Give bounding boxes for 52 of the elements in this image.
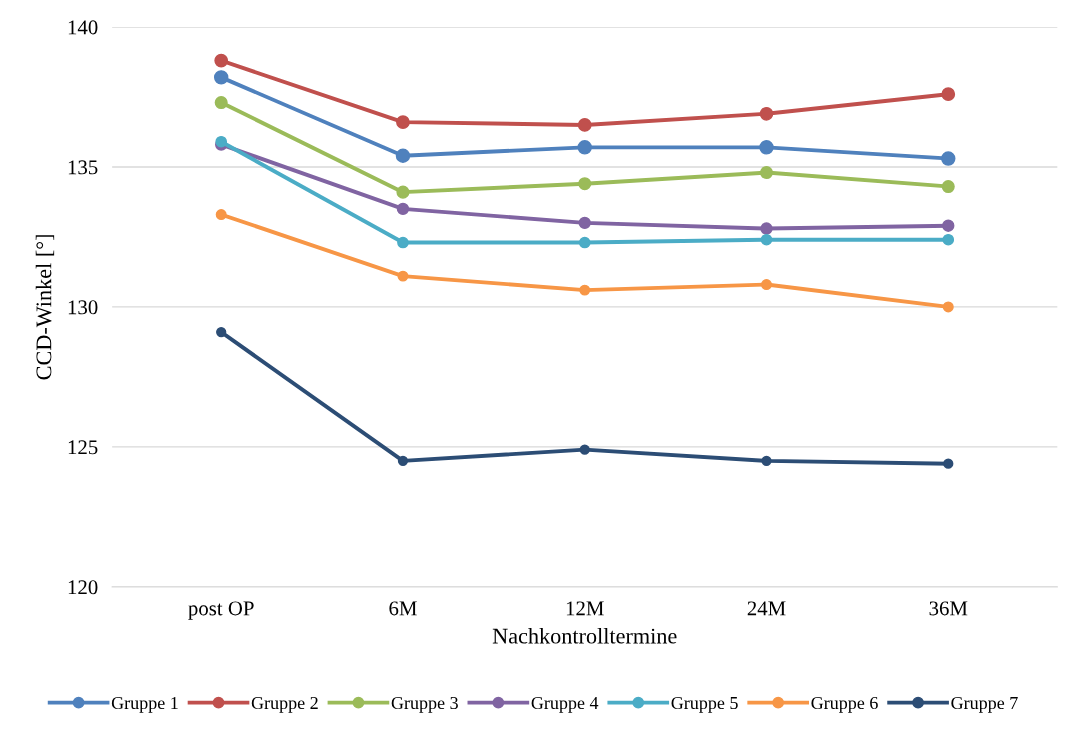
y-tick-label: 130 — [68, 300, 98, 315]
x-tick-label: 24M — [747, 601, 786, 616]
point — [577, 140, 592, 155]
point — [578, 177, 592, 191]
legend-label: Gruppe 5 — [671, 696, 738, 713]
point — [396, 115, 410, 130]
point — [943, 458, 954, 469]
point — [579, 444, 590, 455]
point — [396, 202, 410, 216]
point — [579, 284, 591, 296]
x-tick-label: 12M — [566, 601, 604, 616]
point — [578, 236, 591, 249]
point — [942, 301, 954, 313]
point — [759, 140, 774, 155]
legend-label: Gruppe 2 — [251, 696, 318, 713]
point — [396, 185, 410, 199]
point — [759, 106, 774, 121]
point — [215, 209, 227, 221]
y-tick-label: 125 — [68, 440, 98, 455]
legend-label: Gruppe 1 — [111, 696, 178, 713]
point — [216, 326, 227, 338]
point — [213, 70, 229, 85]
point — [942, 233, 955, 246]
point — [760, 222, 773, 235]
point — [397, 236, 409, 249]
y-axis-title: CCD-Winkel [°] — [35, 235, 55, 380]
y-tick-label: 120 — [68, 580, 98, 595]
x-tick-label: 36M — [929, 601, 968, 616]
point — [214, 96, 228, 110]
point — [760, 233, 773, 246]
point — [942, 219, 955, 232]
point — [395, 148, 411, 163]
point — [397, 455, 409, 467]
point — [761, 279, 772, 291]
legend-label: Gruppe 7 — [951, 696, 1018, 713]
point — [577, 118, 592, 132]
legend-label: Gruppe 3 — [391, 696, 458, 713]
x-axis-title: Nachkontrolltermine — [492, 627, 677, 644]
legend-label: Gruppe 6 — [811, 696, 878, 713]
point — [214, 53, 229, 68]
y-tick-label: 140 — [68, 20, 98, 35]
point — [941, 87, 956, 102]
point — [759, 166, 774, 180]
point — [578, 216, 591, 230]
point — [397, 270, 409, 282]
point — [941, 180, 955, 194]
legend-label: Gruppe 4 — [531, 696, 599, 713]
x-tick-label: 6M — [389, 601, 417, 616]
x-tick-label: post OP — [188, 601, 254, 620]
point — [941, 151, 956, 166]
y-tick-label: 135 — [68, 160, 98, 175]
point — [761, 455, 772, 467]
